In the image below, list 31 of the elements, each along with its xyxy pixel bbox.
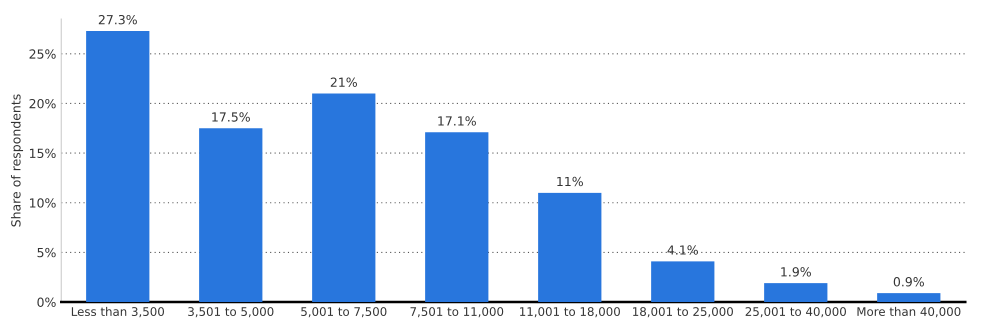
x-tick-label: 25,001 to 40,000 [746, 307, 846, 318]
data-label: 17.1% [438, 116, 476, 126]
data-label: 27.3% [98, 14, 137, 24]
y-tick-label: 25% [30, 49, 56, 59]
bar [538, 192, 602, 302]
y-tick-label: 5% [38, 248, 56, 258]
y-tick-label: 15% [30, 148, 56, 158]
y-tick-label: 0% [37, 297, 56, 307]
bar [199, 128, 262, 302]
x-tick-label: 7,501 to 11,000 [410, 307, 504, 318]
x-tick-label: More than 40,000 [857, 306, 960, 318]
data-label: 4.1% [668, 245, 698, 255]
x-tick-label: Less than 3,500 [72, 306, 164, 318]
y-tick-label: 20% [30, 98, 56, 108]
bar [651, 261, 714, 302]
x-tick-label: 18,001 to 25,000 [633, 307, 733, 318]
x-tick-label: 3,501 to 5,000 [188, 307, 274, 318]
data-label: 11% [557, 176, 583, 186]
bar [877, 293, 940, 302]
bar [425, 132, 488, 302]
data-label: 0.9% [894, 277, 924, 286]
x-tick-label: 11,001 to 18,000 [520, 307, 620, 318]
bar [86, 30, 150, 302]
y-axis-title: Share of respondents [10, 94, 24, 227]
data-label: 1.9% [781, 267, 811, 277]
data-label: 17.5% [212, 112, 250, 122]
bar [764, 283, 828, 302]
y-tick-label: 10% [30, 198, 56, 208]
data-label: 21% [330, 77, 357, 87]
bar [312, 94, 376, 302]
x-tick-label: 5,001 to 7,500 [301, 307, 386, 318]
